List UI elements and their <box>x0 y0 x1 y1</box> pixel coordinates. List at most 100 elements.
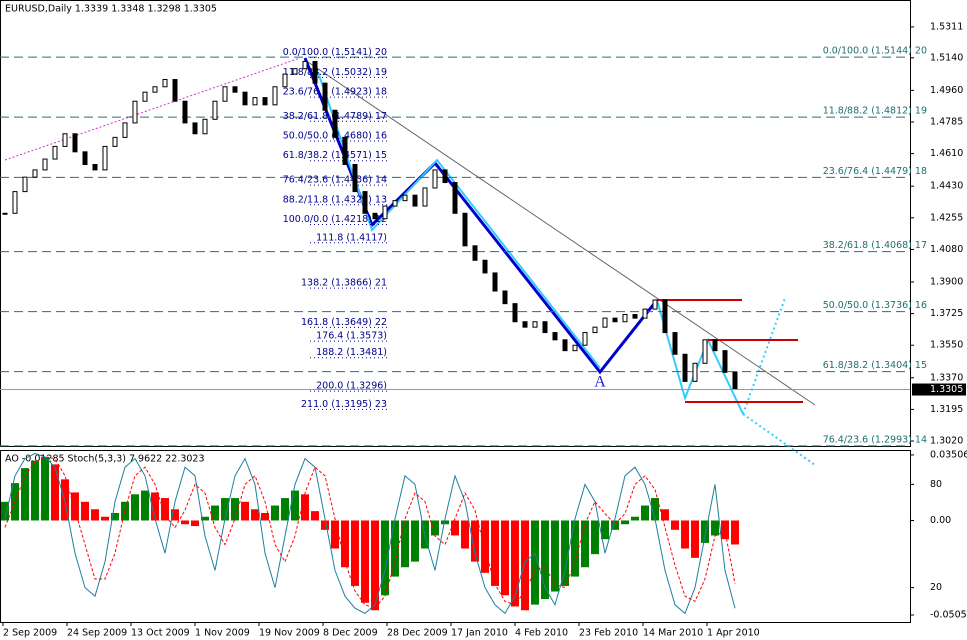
fib-label: 200.0 (1.3296) <box>316 381 387 392</box>
ao-bar <box>291 490 299 521</box>
ao-bar <box>251 509 259 521</box>
candle <box>672 332 678 355</box>
candle <box>512 303 518 323</box>
ao-bar <box>141 490 149 521</box>
candle <box>352 163 358 193</box>
ao-bar <box>1 501 9 521</box>
candle <box>12 191 18 214</box>
fib-label: 23.6/76.4 (1.4923) 18 <box>283 87 387 98</box>
chart-title: EURUSD,Daily 1.3339 1.3348 1.3298 1.3305 <box>5 4 217 15</box>
candle <box>332 109 338 138</box>
fib-label: 138.2 (1.3866) 21 <box>301 278 387 289</box>
candle <box>642 308 648 319</box>
y-tick-label: 1.3195 <box>930 404 963 415</box>
candle <box>232 86 238 93</box>
y-tick-label: 1.4960 <box>930 85 963 96</box>
ao-bar <box>591 520 599 555</box>
indicator-panel <box>0 450 911 623</box>
ao-bar <box>311 511 319 521</box>
ao-bar <box>151 492 159 521</box>
candle <box>602 317 608 328</box>
candle <box>242 91 248 106</box>
candle <box>292 68 298 75</box>
fib-label: 0.0/100.0 (1.5141) 20 <box>283 47 387 58</box>
candle <box>392 200 398 207</box>
candle <box>142 91 148 102</box>
trend-line <box>304 59 816 406</box>
candle <box>222 86 228 102</box>
candle <box>562 339 568 352</box>
candle <box>652 299 658 310</box>
ao-bar <box>211 505 219 521</box>
candle <box>72 133 78 153</box>
x-tick-label: 1 Apr 2010 <box>707 628 760 639</box>
x-tick-label: 2 Sep 2009 <box>3 628 57 639</box>
candle <box>302 60 308 70</box>
ao-bar <box>171 509 179 521</box>
candle <box>282 73 288 88</box>
candle <box>42 158 48 171</box>
candle <box>202 118 208 135</box>
ao-bar <box>351 520 359 586</box>
y-tick-label: 1.5140 <box>930 52 963 63</box>
ao-bar <box>241 501 249 521</box>
ao-bar <box>521 520 529 611</box>
candle <box>402 194 408 202</box>
ao-bar <box>261 513 269 521</box>
ao-bar <box>371 520 379 611</box>
trend-line <box>4 57 301 161</box>
candle <box>212 100 218 120</box>
candle <box>492 272 498 292</box>
y-tick-label: 1.4430 <box>930 181 963 192</box>
x-tick-label: 28 Dec 2009 <box>387 628 448 639</box>
indicator-title: AO -0.01285 Stoch(5,3,3) 7.9622 22.3023 <box>5 454 205 465</box>
ao-bar <box>541 520 549 600</box>
ao-bar <box>221 498 229 521</box>
candle <box>32 169 38 178</box>
ao-bar <box>501 520 509 596</box>
candle <box>172 79 178 102</box>
candle <box>432 169 438 189</box>
fib-label: 76.4/23.6 (1.4436) 14 <box>283 175 387 186</box>
candle <box>732 371 738 391</box>
candle <box>152 86 158 93</box>
fib-label: 111.8 (1.4117) <box>316 232 387 243</box>
x-tick-label: 17 Jan 2010 <box>451 628 508 639</box>
candle <box>322 82 328 111</box>
last-price-label: 1.3305 <box>930 384 963 395</box>
candle <box>632 314 638 319</box>
fib-label: 211.0 (1.3195) 23 <box>301 399 387 410</box>
y-tick-label: 1.3550 <box>930 340 963 351</box>
ao-bar <box>721 520 729 540</box>
ao-bar <box>731 520 739 545</box>
candle <box>312 60 318 84</box>
candle <box>412 194 418 207</box>
x-tick-label: 14 Mar 2010 <box>643 628 703 639</box>
x-tick-label: 23 Feb 2010 <box>579 628 638 639</box>
ao-bar <box>671 520 679 530</box>
x-tick-label: 8 Dec 2009 <box>323 628 378 639</box>
stoch-line <box>4 452 736 615</box>
y-tick-label: 1.3020 <box>930 436 963 447</box>
candle <box>472 245 478 261</box>
y2-tick-label: 20 <box>930 582 942 593</box>
candle <box>362 191 368 214</box>
ao-bar <box>641 505 649 521</box>
ao-bar <box>611 520 619 530</box>
y-tick-label: 1.4255 <box>930 212 963 223</box>
ao-bar <box>711 520 719 536</box>
x-tick-label: 4 Feb 2010 <box>515 628 568 639</box>
ao-bar <box>631 516 639 521</box>
ao-bar <box>191 520 199 527</box>
ao-bar <box>321 520 329 530</box>
last-price-box <box>912 383 966 396</box>
candle <box>132 100 138 124</box>
candle <box>52 145 58 160</box>
ao-bar <box>601 520 609 540</box>
candle <box>422 187 428 207</box>
y-tick-label: 1.5311 <box>930 21 963 32</box>
ao-bar <box>91 509 99 521</box>
ao-bar <box>441 520 449 525</box>
